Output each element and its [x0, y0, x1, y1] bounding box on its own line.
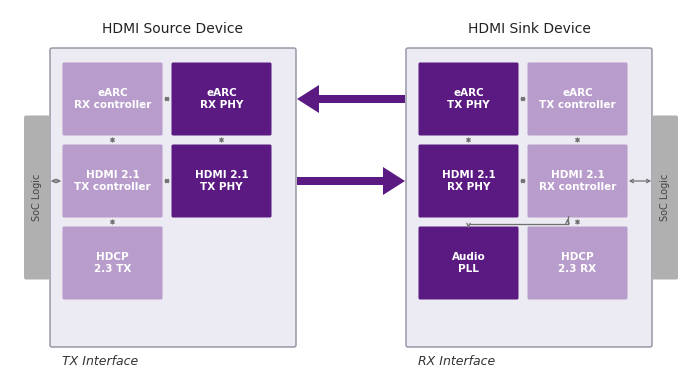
FancyBboxPatch shape — [24, 115, 50, 279]
Text: HDCP
2.3 TX: HDCP 2.3 TX — [94, 252, 131, 274]
FancyBboxPatch shape — [172, 144, 272, 217]
Text: Audio
PLL: Audio PLL — [452, 252, 485, 274]
Text: TX Interface: TX Interface — [62, 355, 139, 368]
FancyBboxPatch shape — [419, 226, 519, 300]
Text: HDMI 2.1
RX PHY: HDMI 2.1 RX PHY — [442, 170, 496, 192]
Text: HDMI 2.1
TX PHY: HDMI 2.1 TX PHY — [195, 170, 248, 192]
FancyBboxPatch shape — [419, 62, 519, 135]
FancyBboxPatch shape — [50, 48, 296, 347]
Polygon shape — [297, 85, 405, 113]
Text: HDMI 2.1
RX controller: HDMI 2.1 RX controller — [539, 170, 616, 192]
FancyBboxPatch shape — [528, 62, 627, 135]
Text: HDMI Sink Device: HDMI Sink Device — [468, 22, 590, 36]
Text: eARC
RX PHY: eARC RX PHY — [199, 88, 243, 110]
FancyBboxPatch shape — [528, 144, 627, 217]
FancyBboxPatch shape — [652, 115, 678, 279]
FancyBboxPatch shape — [406, 48, 652, 347]
FancyBboxPatch shape — [528, 226, 627, 300]
FancyBboxPatch shape — [62, 144, 162, 217]
FancyBboxPatch shape — [62, 62, 162, 135]
Text: HDMI 2.1
TX controller: HDMI 2.1 TX controller — [74, 170, 150, 192]
Polygon shape — [297, 167, 405, 195]
Text: eARC
TX PHY: eARC TX PHY — [447, 88, 490, 110]
Text: eARC
RX controller: eARC RX controller — [74, 88, 151, 110]
Text: HDCP
2.3 RX: HDCP 2.3 RX — [559, 252, 596, 274]
Text: eARC
TX controller: eARC TX controller — [539, 88, 616, 110]
FancyBboxPatch shape — [419, 144, 519, 217]
Text: HDMI Source Device: HDMI Source Device — [102, 22, 244, 36]
Text: SoC Logic: SoC Logic — [660, 174, 670, 221]
Text: RX Interface: RX Interface — [418, 355, 496, 368]
Text: SoC Logic: SoC Logic — [32, 174, 42, 221]
FancyBboxPatch shape — [172, 62, 272, 135]
FancyBboxPatch shape — [62, 226, 162, 300]
